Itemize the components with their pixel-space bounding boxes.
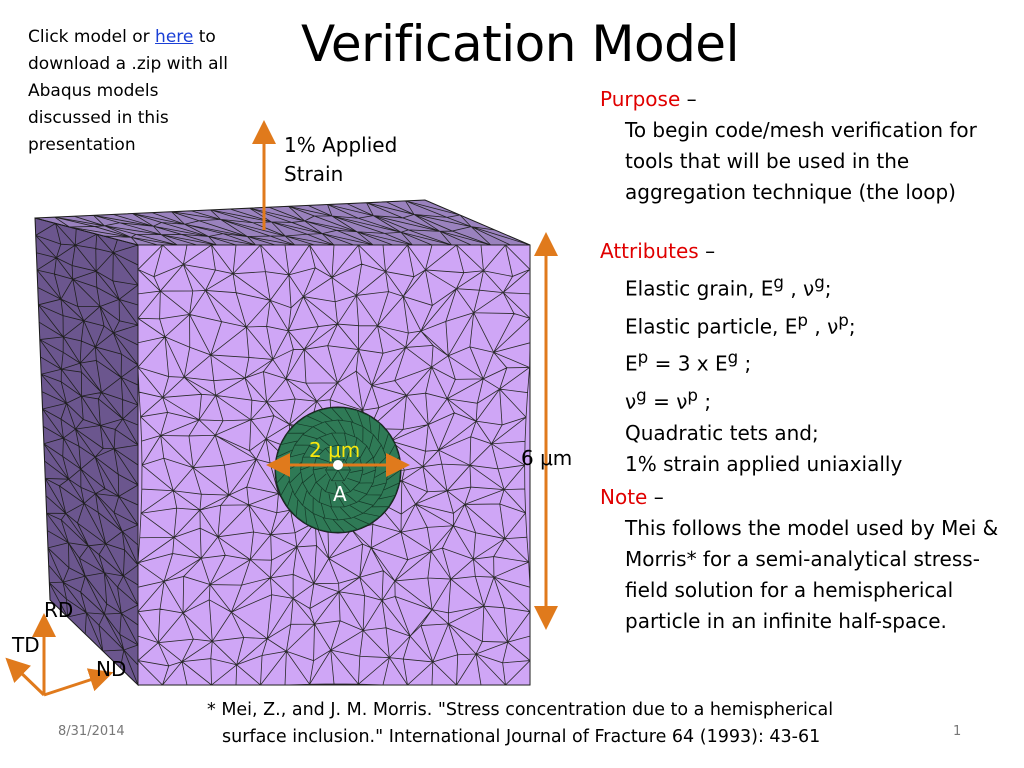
axis-triad xyxy=(5,613,114,697)
download-link[interactable]: here xyxy=(155,27,194,47)
attribute-line-4: νg = νp ; xyxy=(625,385,712,414)
reference-citation: * Mei, Z., and J. M. Morris. "Stress con… xyxy=(207,697,947,751)
attribute-line-1: Elastic grain, Eg , νg; xyxy=(625,273,832,301)
particle-diameter-label: 2 μm xyxy=(309,438,361,462)
note-dash: – xyxy=(647,485,664,509)
attribute-line-6: 1% strain applied uniaxially xyxy=(625,451,903,476)
attribute-line-5: Quadratic tets and; xyxy=(625,420,819,445)
purpose-section: Purpose – To begin code/mesh verificatio… xyxy=(600,84,1010,208)
download-note-prefix: Click model or xyxy=(28,27,156,47)
slide-number: 1 xyxy=(953,724,962,739)
applied-strain-label: 1% Applied Strain xyxy=(284,133,398,186)
axis-label-nd: ND xyxy=(96,657,127,681)
point-a-marker xyxy=(333,460,343,470)
axis-label-td: TD xyxy=(12,633,40,657)
reference-line-1: * Mei, Z., and J. M. Morris. "Stress con… xyxy=(207,700,834,720)
purpose-heading: Purpose xyxy=(600,87,681,111)
note-text: This follows the model used by Mei & Mor… xyxy=(625,516,999,633)
attribute-line-3: Ep = 3 x Eg ; xyxy=(625,348,752,376)
footer-date: 8/31/2014 xyxy=(58,724,125,739)
download-note-suffix: to download a .zip with all Abaqus model… xyxy=(28,27,229,155)
download-note: Click model or here to download a .zip w… xyxy=(28,24,228,159)
point-a-label: A xyxy=(333,482,347,506)
attributes-heading: Attributes xyxy=(600,239,699,263)
reference-line-2: surface inclusion." International Journa… xyxy=(222,727,821,747)
purpose-dash: – xyxy=(680,87,697,111)
axis-label-rd: RD xyxy=(44,598,74,622)
attribute-line-2: Elastic particle, Ep , νp; xyxy=(625,310,856,339)
purpose-text: To begin code/mesh verification for tool… xyxy=(625,118,977,204)
attributes-dash: – xyxy=(698,239,716,263)
note-heading: Note xyxy=(600,485,648,509)
slide-title: Verification Model xyxy=(301,15,739,73)
note-section: Note – This follows the model used by Me… xyxy=(600,482,1010,637)
dimension-label: 6 μm xyxy=(521,446,573,470)
attributes-section: Attributes – Elastic grain, Eg , νg; Ela… xyxy=(600,236,1010,480)
